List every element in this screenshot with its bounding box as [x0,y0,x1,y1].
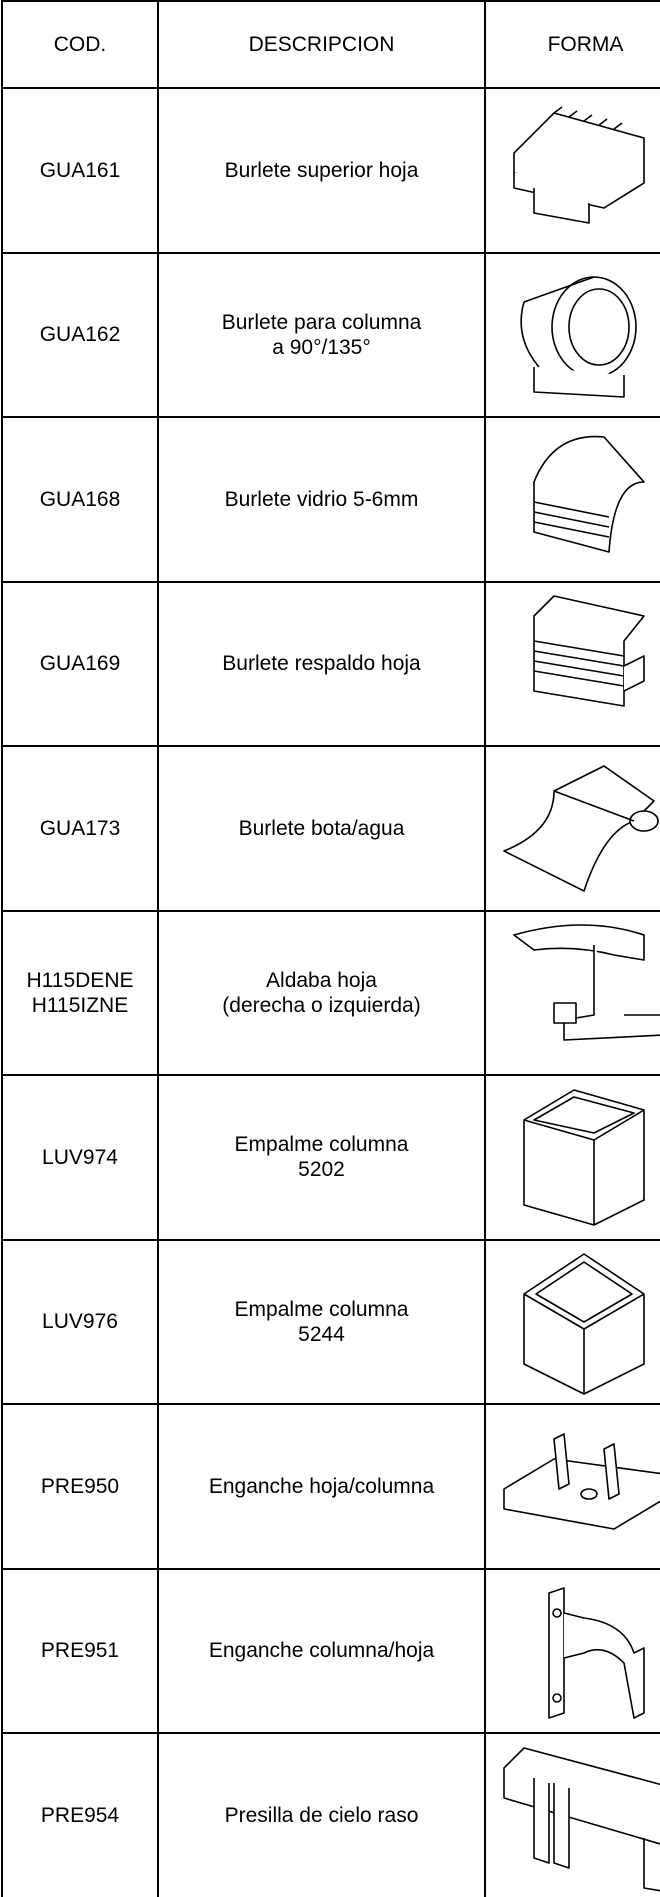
part-drawing [533,595,645,708]
code-line: PRE954 [40,1803,120,1827]
code-line: PRE951 [40,1639,120,1663]
shape-cell [484,580,660,747]
description-line: Presilla de cielo raso [224,1803,419,1827]
code-cell: GUA162 [1,251,159,418]
part-drawing [503,1746,660,1892]
description-line: Empalme columna [234,1133,409,1157]
part-drawing [533,435,645,553]
description-cell: Empalme columna 5244 [157,1238,486,1405]
part-drawing [503,1432,660,1530]
code-line: LUV976 [42,1310,118,1334]
description-line: Empalme columna [234,1297,409,1321]
code-cell: H115DENE H115IZNE [1,909,159,1076]
part-drawing [548,1587,645,1720]
code-line: H115IZNE [31,993,129,1017]
table-row: PRE951 Enganche columna/hoja [1,1567,660,1734]
table-row: H115DENE H115IZNE Aldaba hoja (derecha o iz… [1,909,660,1076]
description-cell: Burlete para columna a 90°/135° [157,251,486,418]
header-cell: DESCRIPCION [157,0,486,89]
code-cell: PRE954 [1,1732,159,1897]
code-cell: GUA169 [1,580,159,747]
code-line: PRE950 [40,1474,120,1498]
code-line: LUV974 [42,1145,118,1169]
code-line: GUA169 [39,652,121,676]
header-cell: FORMA [484,0,660,89]
shape-cell [484,1732,660,1897]
table-row: PRE950 Enganche hoja/columna [1,1403,660,1570]
description-line: a 90°/135° [272,335,371,359]
header-cell: COD. [1,0,159,89]
code-cell: GUA161 [1,87,159,254]
shape-cell [484,1074,660,1241]
code-cell: GUA173 [1,745,159,912]
part-drawing [503,764,659,892]
table-row: GUA173 Burlete bota/agua [1,745,660,912]
code-cell: LUV974 [1,1074,159,1241]
description-line: Burlete superior hoja [224,158,419,182]
description-line: (derecha o izquierda) [222,993,421,1017]
description-line: Burlete bota/agua [238,816,405,840]
description-line: 5202 [298,1158,345,1182]
description-line: 5244 [298,1322,345,1346]
shape-cell [484,1567,660,1734]
description-line: Burlete para columna [221,310,422,334]
shape-cell [484,745,660,912]
description-cell: Empalme columna 5202 [157,1074,486,1241]
part-drawing [523,1088,645,1226]
header-row: COD. DESCRIPCION FORMA [1,0,660,89]
table-body: GUA161 Burlete superior hoja GUA162 Burlete… [1,87,660,1897]
part-drawing [523,1253,645,1396]
table-row: LUV976 Empalme columna 5244 [1,1238,660,1405]
shape-cell [484,87,660,254]
shape-cell [484,1238,660,1405]
description-line: Burlete respaldo hoja [222,652,421,676]
description-line: Aldaba hoja [266,968,377,992]
description-cell: Burlete vidrio 5-6mm [157,416,486,583]
shape-cell [484,1403,660,1570]
description-cell: Enganche columna/hoja [157,1567,486,1734]
description-cell: Burlete bota/agua [157,745,486,912]
code-cell: PRE950 [1,1403,159,1570]
description-line: Enganche hoja/columna [208,1474,435,1498]
table-row: LUV974 Empalme columna 5202 [1,1074,660,1241]
shape-cell [484,251,660,418]
description-cell: Presilla de cielo raso [157,1732,486,1897]
code-cell: LUV976 [1,1238,159,1405]
description-cell: Aldaba hoja (derecha o izquierda) [157,909,486,1076]
shape-cell [484,909,660,1076]
table-row: GUA162 Burlete para columna a 90°/135° [1,251,660,418]
part-drawing [513,106,645,224]
description-line: Burlete vidrio 5-6mm [224,487,419,511]
code-line: GUA161 [39,158,121,182]
code-line: GUA162 [39,323,121,347]
code-line: GUA173 [39,816,121,840]
description-cell: Burlete superior hoja [157,87,486,254]
part-drawing [513,924,660,1042]
table-row: GUA169 Burlete respaldo hoja [1,580,660,747]
description-cell: Burlete respaldo hoja [157,580,486,747]
code-line: GUA168 [39,487,121,511]
shape-cell [484,416,660,583]
description-cell: Enganche hoja/columna [157,1403,486,1570]
description-line: Enganche columna/hoja [208,1639,435,1663]
part-drawing [520,276,637,399]
table-row: GUA161 Burlete superior hoja [1,87,660,254]
table-row: GUA168 Burlete vidrio 5-6mm [1,416,660,583]
code-cell: PRE951 [1,1567,159,1734]
code-line: H115DENE [26,968,134,992]
code-cell: GUA168 [1,416,159,583]
table-row: PRE954 Presilla de cielo raso [1,1732,660,1897]
